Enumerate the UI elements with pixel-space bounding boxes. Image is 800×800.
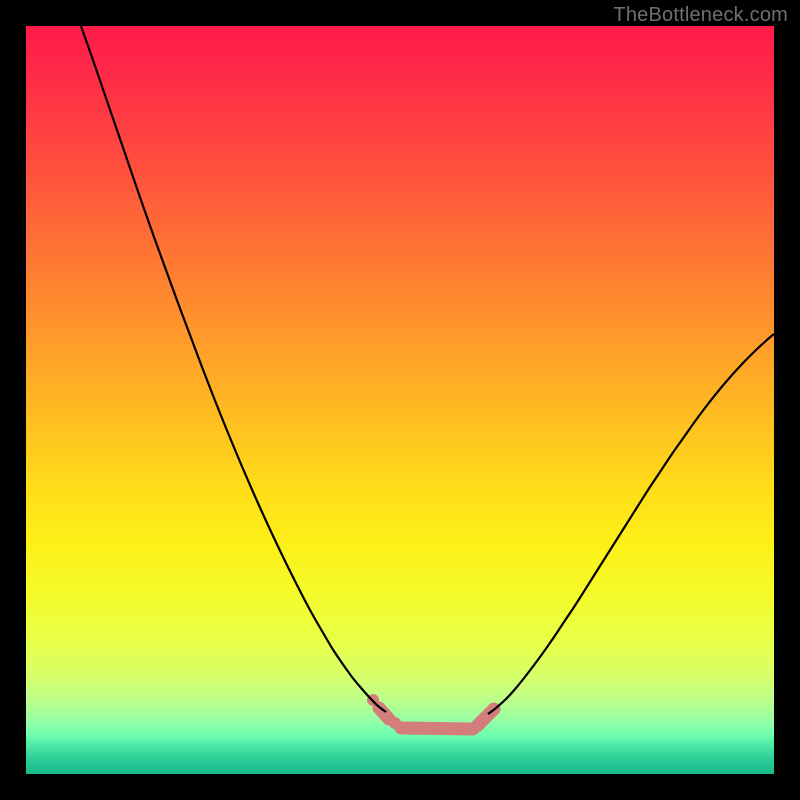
- bottleneck-curve: [26, 26, 774, 774]
- valley-highlight-marks: [367, 694, 494, 732]
- curve-right-branch: [488, 334, 774, 714]
- watermark-text: TheBottleneck.com: [613, 4, 788, 27]
- chart-stage: TheBottleneck.com: [0, 0, 800, 800]
- curve-left-branch: [81, 26, 386, 712]
- plot-area: [26, 26, 774, 774]
